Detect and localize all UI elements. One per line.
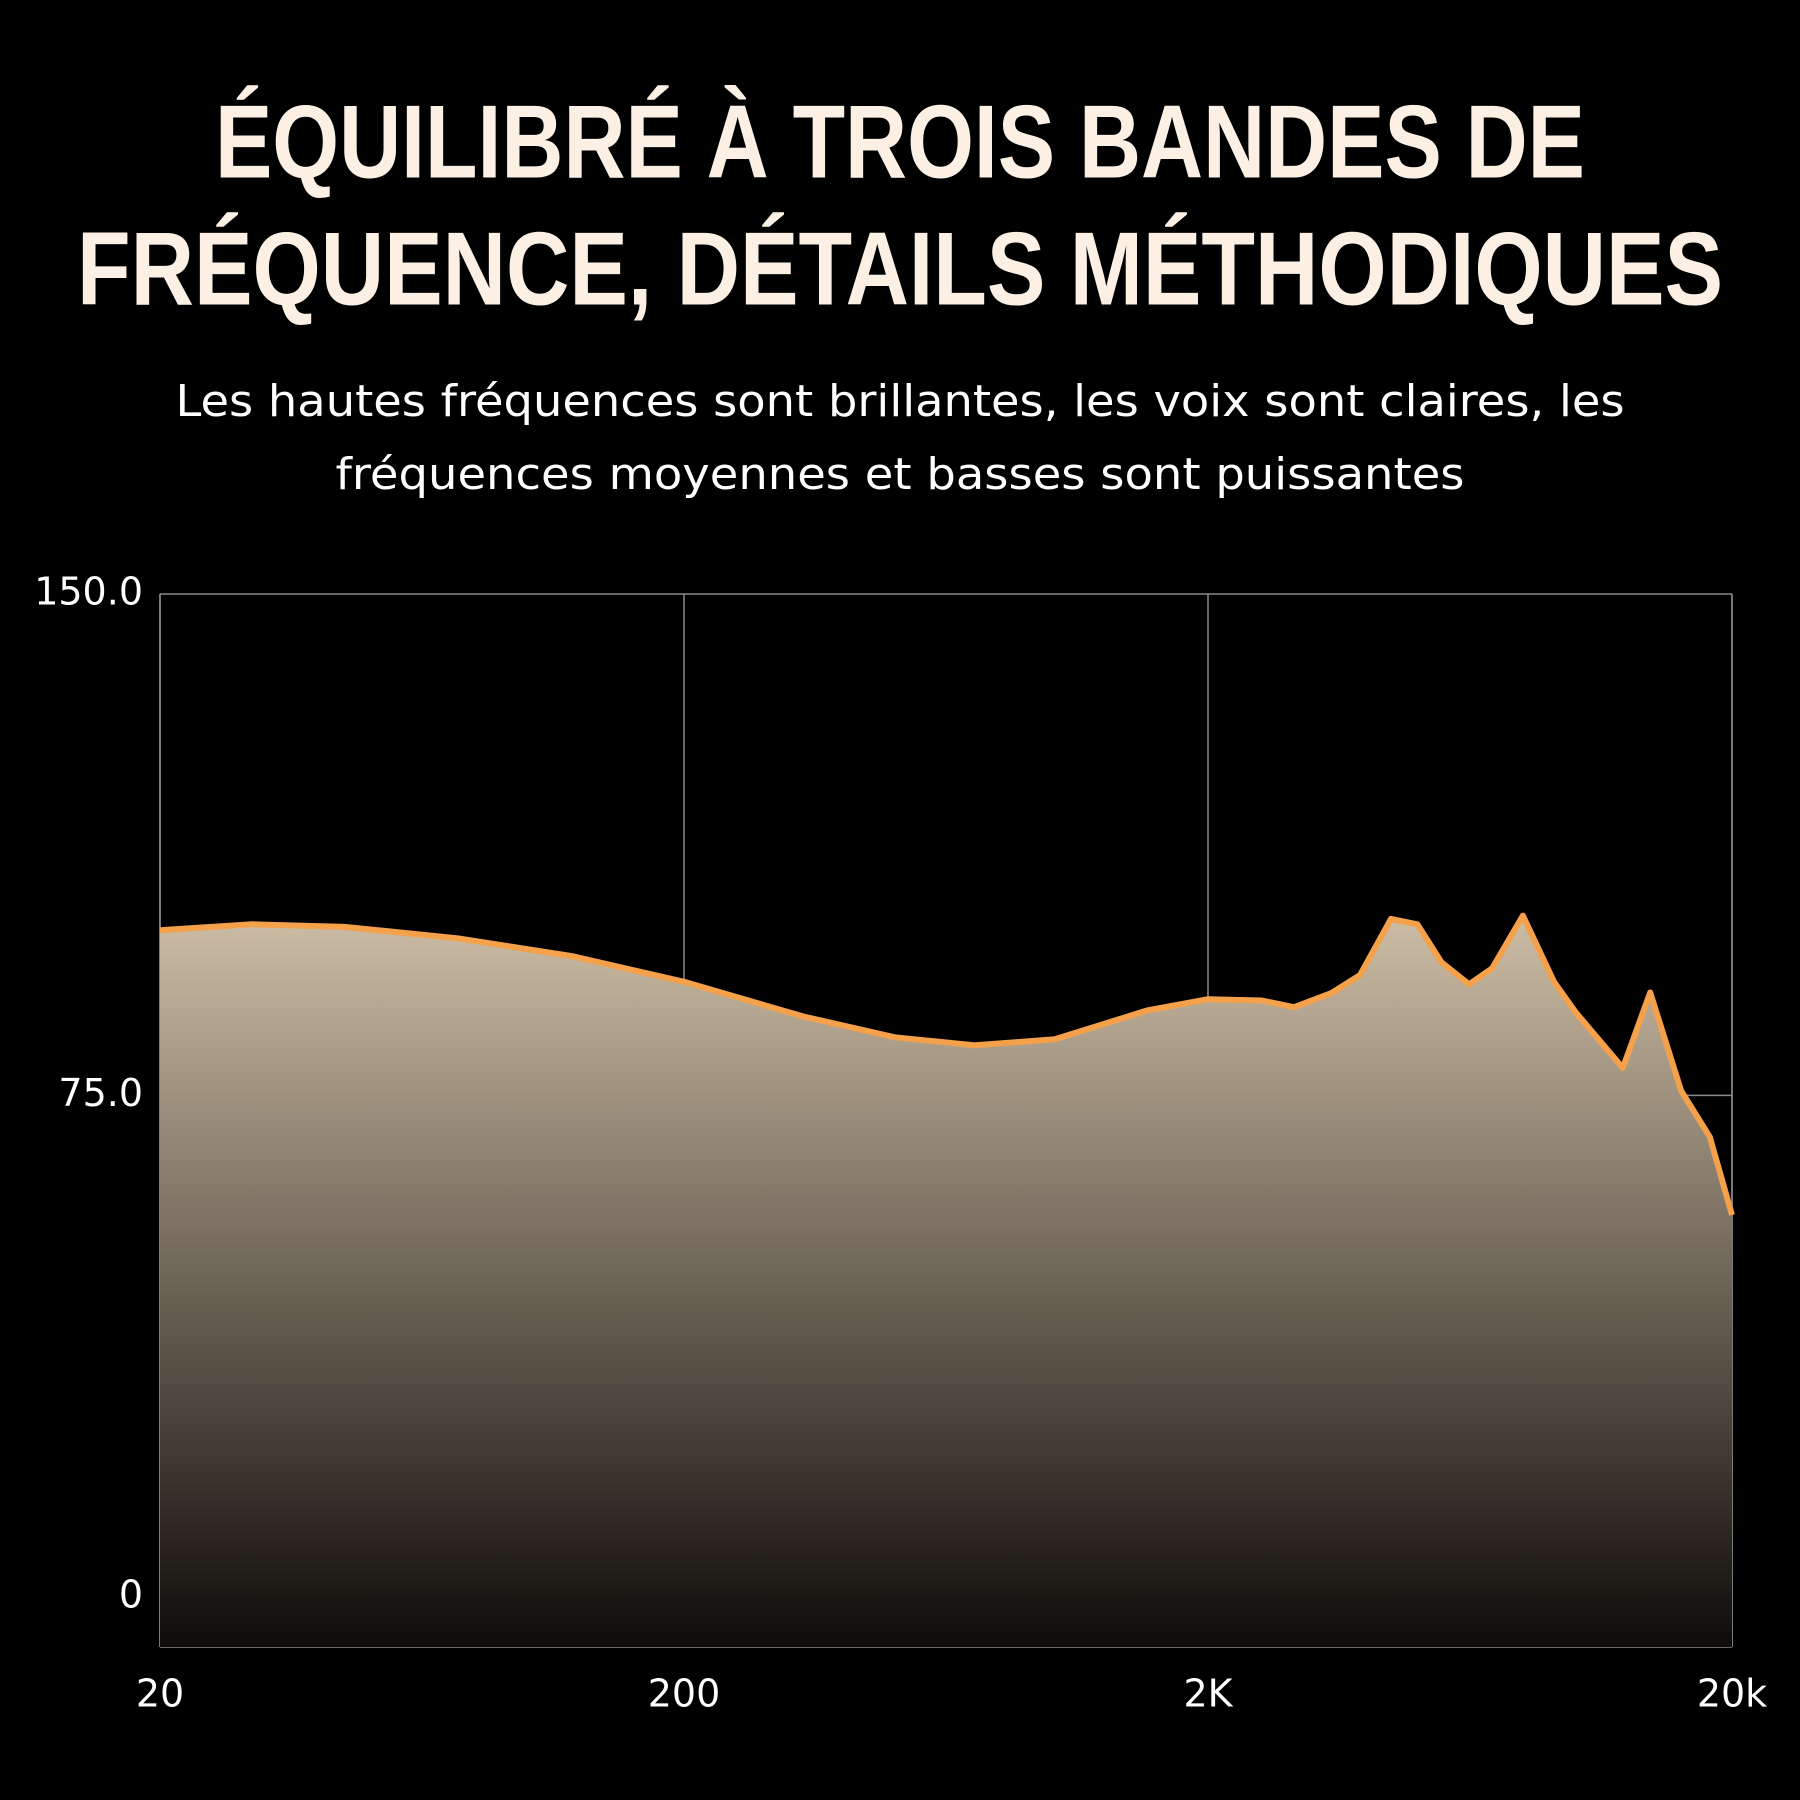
x-tick-label: 20 bbox=[136, 1672, 184, 1716]
x-tick-label: 200 bbox=[648, 1672, 721, 1716]
chart-title: FRÉQUENCE, DÉTAILS MÉTHODIQUES bbox=[77, 211, 1723, 327]
chart-subtitle: fréquences moyennes et basses sont puiss… bbox=[336, 449, 1465, 500]
chart-title: ÉQUILIBRÉ À TROIS BANDES DE bbox=[215, 84, 1585, 200]
y-tick-label: 0 bbox=[119, 1572, 143, 1616]
y-tick-label: 75.0 bbox=[58, 1071, 143, 1115]
x-tick-label: 2K bbox=[1183, 1672, 1233, 1716]
x-tick-label: 20k bbox=[1697, 1672, 1767, 1716]
line bbox=[159, 912, 1735, 1216]
chart-subtitle: Les hautes fréquences sont brillantes, l… bbox=[176, 376, 1625, 427]
area-fill bbox=[160, 915, 1732, 1647]
y-tick-label: 150.0 bbox=[34, 570, 143, 614]
